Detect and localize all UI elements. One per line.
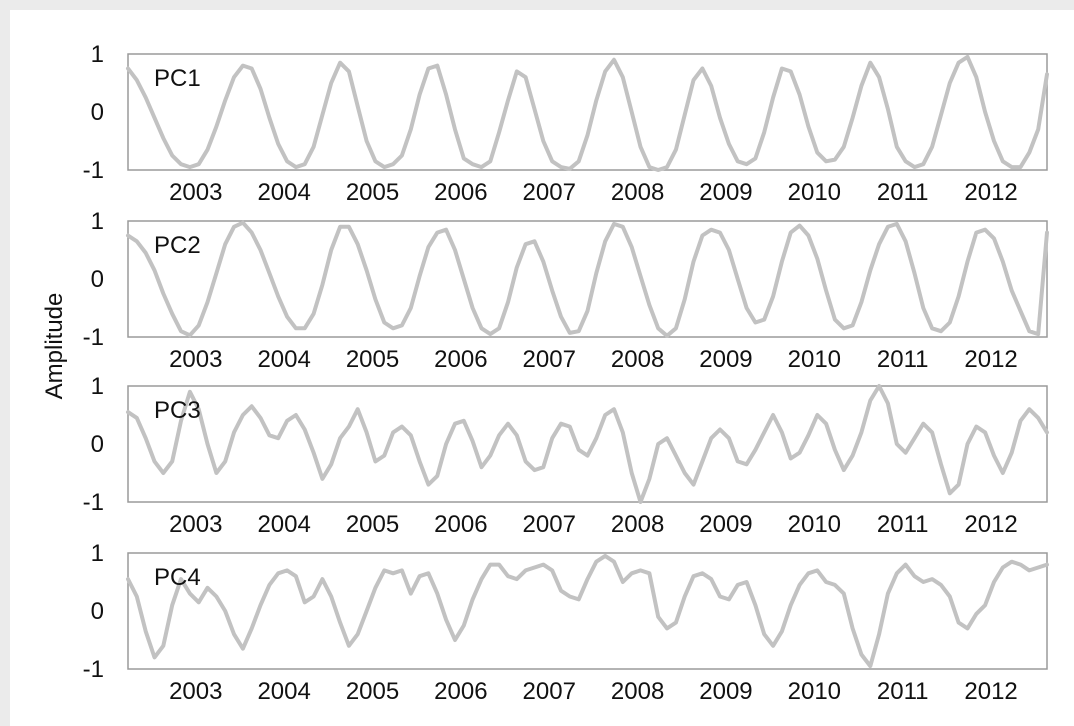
y-tick-label: 0 [91,266,104,293]
x-tick-label: 2011 [877,179,929,206]
y-tick-label: 0 [91,99,104,126]
x-tick-label: 2006 [434,179,487,206]
panel-label: PC1 [154,65,201,92]
y-axis-label: Amplitude [41,293,68,400]
x-tick-label: 2009 [699,511,752,538]
x-tick-label: 2010 [788,678,841,705]
x-tick-label: 2004 [257,179,310,206]
x-tick-label: 2006 [434,678,487,705]
panel-label: PC2 [154,232,201,259]
x-tick-label: 2007 [523,179,576,206]
x-tick-label: 2007 [523,678,576,705]
panels-group: 1 0 -1 2003 2004 2005 2006 2007 2008 2009 2010 2011… [83,41,1049,705]
y-tick-label: 1 [91,208,104,235]
x-tick-label: 2005 [346,678,399,705]
x-tick-label: 2011 [877,678,929,705]
x-tick-label: 2008 [611,511,664,538]
y-tick-label: 0 [91,431,104,458]
panel-label: PC4 [154,564,201,591]
y-tick-label: -1 [83,489,104,516]
y-tick-label: -1 [83,656,104,683]
y-tick-label: -1 [83,324,104,351]
y-tick-label: 1 [91,373,104,400]
x-tick-label: 2010 [788,511,841,538]
x-tick-label: 2006 [434,511,487,538]
x-tick-label: 2003 [169,346,222,373]
panel-pc4: 1 0 -1 2003 2004 2005 2006 2007 2008 2009 2010 2011… [83,540,1049,705]
y-tick-label: 0 [91,598,104,625]
y-tick-label: 1 [91,41,104,68]
x-tick-label: 2009 [699,346,752,373]
x-tick-label: 2008 [611,678,664,705]
x-tick-label: 2004 [257,511,310,538]
y-tick-label: -1 [83,157,104,184]
x-tick-label: 2005 [346,179,399,206]
x-tick-label: 2012 [964,179,1017,206]
x-tick-label: 2008 [611,179,664,206]
panel-label: PC3 [154,397,201,424]
series-line-pc3 [126,384,1049,504]
x-tick-label: 2004 [257,346,310,373]
y-tick-label: 1 [91,540,104,567]
x-tick-label: 2012 [964,511,1017,538]
x-tick-label: 2004 [257,678,310,705]
x-tick-label: 2007 [523,346,576,373]
panel-pc3: 1 0 -1 2003 2004 2005 2006 2007 2008 2009 2010 2011… [83,373,1049,538]
series-line-pc4 [126,553,1049,669]
panel-pc2: 1 0 -1 2003 2004 2005 2006 2007 2008 2009 2010 2011… [83,208,1049,373]
x-tick-label: 2003 [169,511,222,538]
x-tick-label: 2003 [169,678,222,705]
x-tick-label: 2011 [877,511,929,538]
x-tick-label: 2011 [877,346,929,373]
plot-area-frame [127,552,1048,670]
series-line-pc2 [126,220,1049,338]
panel-pc1: 1 0 -1 2003 2004 2005 2006 2007 2008 2009 2010 2011… [83,41,1049,206]
x-tick-label: 2005 [346,346,399,373]
x-tick-label: 2005 [346,511,399,538]
x-tick-label: 2008 [611,346,664,373]
x-tick-label: 2012 [964,346,1017,373]
x-tick-label: 2007 [523,511,576,538]
plot-area-frame [127,385,1048,503]
plot-area-frame [127,53,1048,171]
x-tick-label: 2012 [964,678,1017,705]
x-tick-label: 2003 [169,179,222,206]
x-tick-label: 2010 [788,179,841,206]
x-tick-label: 2006 [434,346,487,373]
x-tick-label: 2010 [788,346,841,373]
x-tick-label: 2009 [699,678,752,705]
series-line-pc1 [126,54,1049,172]
x-tick-label: 2009 [699,179,752,206]
plot-area-frame [127,220,1048,338]
